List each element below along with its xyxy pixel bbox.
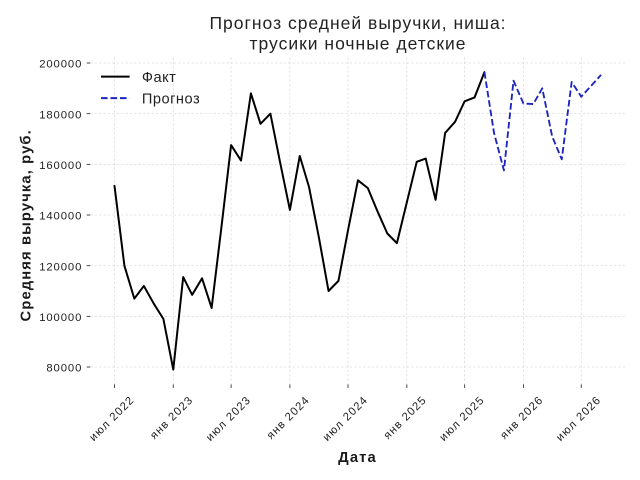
svg-text:Прогноз: Прогноз: [142, 92, 200, 108]
svg-text:100000: 100000: [39, 312, 82, 324]
svg-text:180000: 180000: [39, 109, 82, 121]
svg-text:Дата: Дата: [338, 450, 377, 466]
svg-text:Прогноз средней выручки, ниша:: Прогноз средней выручки, ниша:: [209, 13, 506, 33]
svg-text:Средняя выручка, руб.: Средняя выручка, руб.: [19, 129, 35, 321]
svg-text:160000: 160000: [39, 160, 82, 172]
svg-text:200000: 200000: [39, 59, 82, 71]
svg-text:80000: 80000: [46, 363, 82, 375]
svg-text:трусики ночные детские: трусики ночные детские: [250, 34, 467, 54]
svg-text:Факт: Факт: [142, 70, 176, 86]
svg-text:140000: 140000: [39, 211, 82, 223]
svg-text:120000: 120000: [39, 261, 82, 273]
